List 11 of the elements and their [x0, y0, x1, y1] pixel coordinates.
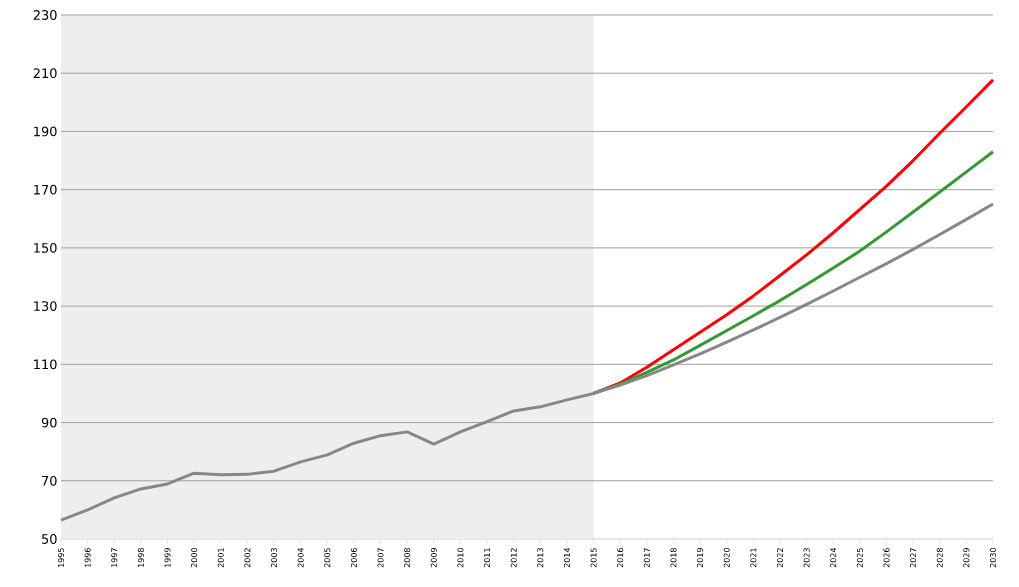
y-tick-label: 170 [34, 184, 57, 195]
line-series [59, 202, 995, 522]
y-tick-label: 90 [41, 417, 57, 428]
y-tick-label: 70 [42, 475, 57, 486]
y-tick-label: 110 [34, 359, 57, 370]
y-tick-label: 230 [33, 10, 57, 20]
y-tick-label: 210 [33, 68, 57, 79]
y-tick-label: 190 [34, 126, 57, 137]
y-tick-label: 150 [34, 242, 57, 253]
y-tick-label: 130 [34, 301, 57, 312]
y-tick-label: 50 [42, 534, 57, 544]
